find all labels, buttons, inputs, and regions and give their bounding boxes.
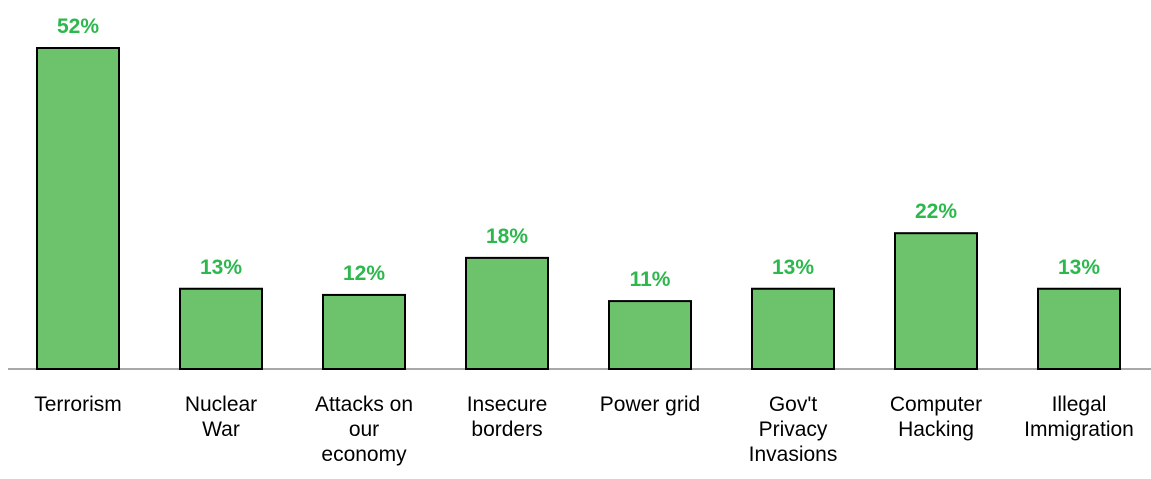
data-label: 13% — [772, 256, 814, 279]
category-label-line: Privacy — [759, 418, 828, 441]
category-label: Insecure borders — [467, 393, 548, 441]
category-label-line: Gov't — [769, 393, 818, 416]
bar — [1037, 287, 1121, 370]
category-label-line: Computer — [890, 393, 982, 416]
category-label-line: Insecure — [467, 393, 548, 416]
category-label: Illegal Immigration — [1024, 393, 1134, 441]
data-label: 52% — [57, 15, 99, 38]
category-label-line: Power grid — [600, 393, 700, 416]
bar — [751, 287, 835, 370]
category-label-line: Invasions — [749, 443, 838, 466]
category-label-line: economy — [321, 443, 407, 466]
category-label: Gov't Privacy Invasions — [749, 393, 838, 466]
category-label-line: Hacking — [898, 418, 974, 441]
bar — [179, 287, 263, 370]
category-label: Nuclear War — [185, 393, 257, 441]
bar — [608, 300, 692, 371]
category-label-line: our — [349, 418, 379, 441]
category-label-line: Terrorism — [34, 393, 122, 416]
category-label: Computer Hacking — [890, 393, 982, 441]
data-label: 13% — [200, 256, 242, 279]
category-label-line: Immigration — [1024, 418, 1134, 441]
data-label: 12% — [343, 262, 385, 285]
category-label-line: Nuclear — [185, 393, 257, 416]
data-label: 18% — [486, 225, 528, 248]
data-label: 13% — [1058, 256, 1100, 279]
category-labels-group: Terrorism Nuclear War Attacks on our economy I… — [34, 393, 1134, 466]
category-label: Attacks on our economy — [315, 393, 413, 466]
category-label-line: borders — [471, 418, 542, 441]
bar — [465, 256, 549, 370]
category-label-line: War — [202, 418, 240, 441]
bar — [894, 232, 978, 370]
category-label: Terrorism — [34, 393, 122, 416]
bars-group — [36, 47, 1121, 371]
data-label: 11% — [630, 268, 671, 291]
category-label-line: Attacks on — [315, 393, 413, 416]
category-label: Power grid — [600, 393, 700, 416]
bar — [36, 47, 120, 370]
bar — [322, 293, 406, 370]
data-label: 22% — [915, 200, 957, 223]
category-label-line: Illegal — [1052, 393, 1107, 416]
value-labels-group: 52% 13% 12% 18% 11% 13% 22% 13% — [57, 15, 1100, 291]
